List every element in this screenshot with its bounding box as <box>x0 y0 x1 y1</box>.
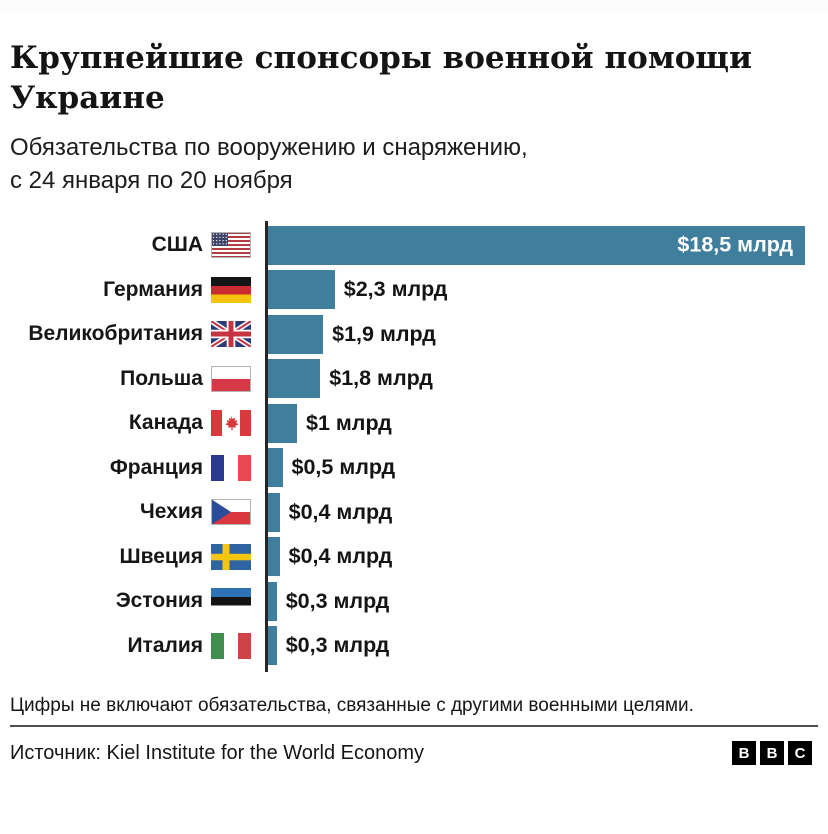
country-label: Чехия <box>140 500 203 524</box>
chart-row: Канада $1 млрд <box>10 401 818 446</box>
country-label: Канада <box>128 411 203 435</box>
chart-subtitle: Обязательства по вооружению и снаряжению… <box>10 134 528 194</box>
bar <box>268 537 280 577</box>
czechia-flag-icon <box>211 499 251 526</box>
country-label: Швеция <box>119 544 204 568</box>
value-label: $0,3 млрд <box>285 588 390 613</box>
bar-zone: $0,5 млрд <box>265 448 818 488</box>
chart-row: Польша $1,8 млрд <box>10 357 818 402</box>
chart-row: Италия $0,3 млрд <box>10 624 818 669</box>
bar <box>268 492 280 532</box>
country-label: Франция <box>109 455 203 479</box>
canada-flag-icon <box>211 410 251 437</box>
bar-zone: $1,9 млрд <box>265 314 818 354</box>
value-label: $0,4 млрд <box>288 544 393 569</box>
bar <box>268 270 335 310</box>
value-label: $2,3 млрд <box>343 277 448 302</box>
bar <box>268 359 321 399</box>
value-label: $1 млрд <box>306 410 392 435</box>
uk-flag-icon <box>211 321 251 348</box>
chart-row: Франция $0,5 млрд <box>10 446 818 491</box>
poland-flag-icon <box>211 365 251 392</box>
country-label: Эстония <box>115 589 203 613</box>
chart-row: Эстония $0,3 млрд <box>10 579 818 624</box>
footer-row: Источник: Kiel Institute for the World E… <box>10 735 818 765</box>
chart-rows: США $18,5 млрд Германия $2,3 млрд Велико… <box>10 221 818 672</box>
estonia-flag-icon <box>211 588 251 615</box>
chart-row: Чехия $0,4 млрд <box>10 490 818 535</box>
bar-zone: $0,3 млрд <box>265 581 818 621</box>
country-label: Германия <box>103 277 203 301</box>
bar <box>268 403 298 443</box>
bar-zone: $0,4 млрд <box>265 492 818 532</box>
country-label: Польша <box>120 366 203 390</box>
value-label: $18,5 млрд <box>677 232 793 257</box>
value-label: $1,9 млрд <box>332 321 436 346</box>
bar-zone: $0,3 млрд <box>265 626 818 666</box>
top-strip <box>0 0 828 13</box>
sweden-flag-icon <box>211 543 251 570</box>
bar <box>268 314 324 354</box>
value-label: $0,5 млрд <box>291 455 396 480</box>
bar-chart: США $18,5 млрд Германия $2,3 млрд Велико… <box>10 221 818 672</box>
france-flag-icon <box>211 454 251 481</box>
value-label: $0,3 млрд <box>285 633 390 658</box>
chart-row: Швеция $0,4 млрд <box>10 535 818 580</box>
usa-flag-icon <box>211 232 251 259</box>
chart-row: Великобритания $1,9 млрд <box>10 312 818 357</box>
bar <box>268 626 277 666</box>
bar <box>268 448 283 488</box>
chart-row: США $18,5 млрд <box>10 223 818 268</box>
italy-flag-icon <box>211 632 251 659</box>
source-text: Источник: Kiel Institute for the World E… <box>10 741 425 764</box>
value-label: $0,4 млрд <box>288 499 393 524</box>
chart-row: Германия $2,3 млрд <box>10 268 818 313</box>
bbc-logo: B B C <box>732 741 812 765</box>
bar-zone: $0,4 млрд <box>265 537 818 577</box>
bbc-logo-letter: B <box>760 741 784 765</box>
page-title: Крупнейшие спонсоры военной помощи Украи… <box>10 40 752 116</box>
bar <box>268 581 277 621</box>
bar-zone: $2,3 млрд <box>265 270 818 310</box>
country-label: Великобритания <box>28 322 203 346</box>
country-label: Италия <box>127 633 203 657</box>
bar <box>268 225 805 265</box>
bar-zone: $1,8 млрд <box>265 359 818 399</box>
y-axis-line <box>265 221 268 672</box>
bar-zone: $1 млрд <box>265 403 818 443</box>
country-label: США <box>151 233 203 257</box>
footer-divider <box>10 725 818 727</box>
bar-zone: $18,5 млрд <box>265 225 818 265</box>
value-label: $1,8 млрд <box>329 366 433 391</box>
bbc-logo-letter: C <box>788 741 812 765</box>
bbc-logo-letter: B <box>732 741 756 765</box>
chart-footnote: Цифры не включают обязательства, связанн… <box>10 695 694 716</box>
germany-flag-icon <box>211 276 251 303</box>
